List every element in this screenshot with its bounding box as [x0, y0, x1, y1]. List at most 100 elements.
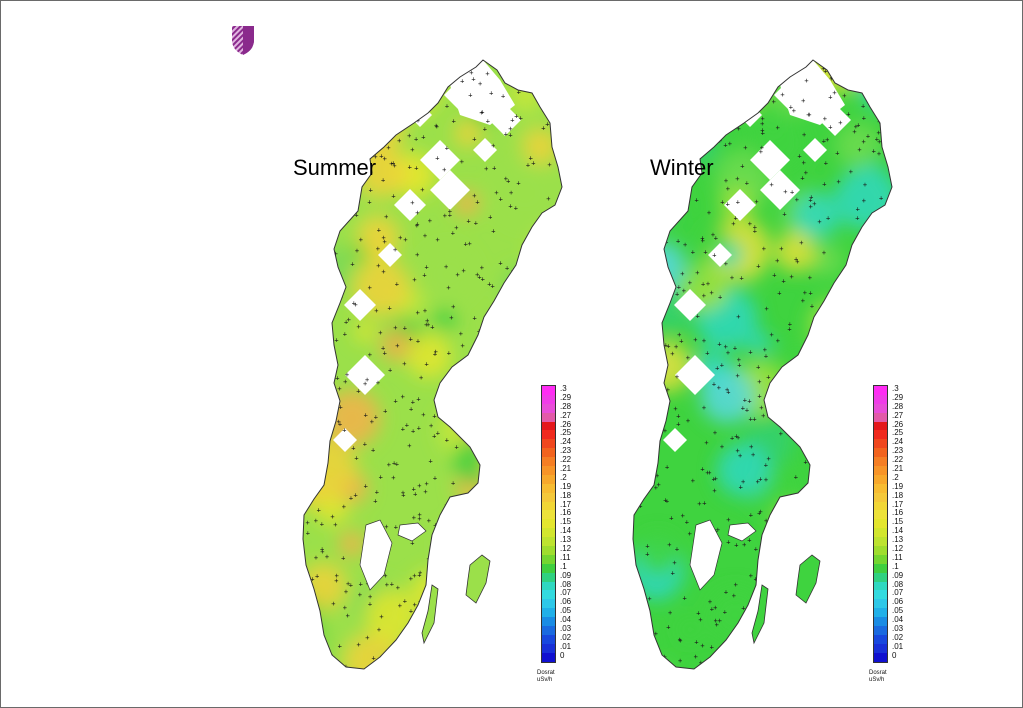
station-marker: +	[638, 503, 642, 511]
station-marker: +	[741, 604, 745, 612]
legend-swatch	[874, 519, 887, 529]
station-marker: +	[313, 458, 317, 466]
station-marker: +	[646, 448, 650, 456]
station-marker: +	[816, 615, 820, 623]
station-marker: +	[761, 412, 765, 420]
station-marker: +	[532, 653, 536, 661]
station-marker: +	[342, 503, 346, 511]
station-marker: +	[425, 317, 429, 325]
station-marker: +	[636, 359, 640, 367]
station-marker: +	[657, 481, 661, 489]
station-marker: +	[484, 165, 488, 173]
station-marker: +	[383, 155, 387, 163]
station-marker: +	[820, 379, 824, 387]
station-marker: +	[336, 208, 340, 216]
station-marker: +	[507, 568, 511, 576]
station-marker: +	[756, 656, 760, 664]
station-marker: +	[376, 379, 380, 387]
station-marker: +	[451, 230, 455, 238]
station-marker: +	[505, 264, 509, 272]
station-marker: +	[813, 456, 817, 464]
station-marker: +	[368, 284, 372, 292]
station-marker: +	[339, 278, 343, 286]
legend-swatch	[542, 394, 555, 404]
station-marker: +	[809, 290, 813, 298]
station-marker: +	[740, 93, 744, 101]
station-marker: +	[737, 657, 741, 665]
station-marker: +	[479, 399, 483, 407]
station-marker: +	[338, 643, 342, 651]
station-marker: +	[432, 666, 436, 674]
station-marker: +	[867, 571, 871, 579]
station-marker: +	[449, 314, 453, 322]
station-marker: +	[489, 90, 493, 98]
station-marker: +	[518, 266, 522, 274]
station-marker: +	[802, 131, 806, 139]
station-marker: +	[856, 121, 860, 129]
station-marker: +	[743, 396, 747, 404]
station-marker: +	[423, 232, 427, 240]
station-marker: +	[824, 412, 828, 420]
station-marker: +	[332, 77, 336, 85]
station-marker: +	[340, 71, 344, 79]
station-marker: +	[835, 149, 839, 157]
station-marker: +	[417, 424, 421, 432]
station-marker: +	[329, 136, 333, 144]
legend-swatch	[542, 643, 555, 653]
station-marker: +	[734, 433, 738, 441]
station-marker: +	[491, 228, 495, 236]
station-marker: +	[395, 342, 399, 350]
station-marker: +	[456, 271, 460, 279]
station-marker: +	[847, 264, 851, 272]
station-marker: +	[452, 525, 456, 533]
station-marker: +	[860, 469, 864, 477]
station-marker: +	[707, 209, 711, 217]
station-marker: +	[427, 59, 431, 67]
station-marker: +	[381, 176, 385, 184]
station-marker: +	[828, 343, 832, 351]
station-marker: +	[698, 616, 702, 624]
station-marker: +	[806, 111, 810, 119]
station-marker: +	[741, 478, 745, 486]
station-marker: +	[552, 259, 556, 267]
station-marker: +	[325, 553, 329, 561]
legend-tick-label: .23	[892, 446, 904, 456]
legend-swatch	[542, 554, 555, 564]
station-marker: +	[680, 270, 684, 278]
station-marker: +	[712, 252, 716, 260]
station-marker: +	[866, 132, 870, 140]
legend-swatch	[542, 590, 555, 600]
station-marker: +	[822, 181, 826, 189]
station-marker: +	[884, 261, 888, 269]
station-marker: +	[497, 60, 501, 68]
station-marker: +	[413, 490, 417, 498]
station-marker: +	[668, 110, 672, 118]
station-marker: +	[749, 443, 753, 451]
station-marker: +	[409, 608, 413, 616]
station-marker: +	[429, 458, 433, 466]
station-marker: +	[440, 651, 444, 659]
station-marker: +	[506, 613, 510, 621]
station-marker: +	[714, 617, 718, 625]
station-marker: +	[641, 462, 645, 470]
station-marker: +	[790, 499, 794, 507]
station-marker: +	[407, 132, 411, 140]
legend-tick-label: .18	[892, 490, 904, 500]
station-marker: +	[768, 661, 772, 669]
station-marker: +	[330, 355, 334, 363]
station-marker: +	[654, 630, 658, 638]
station-marker: +	[434, 122, 438, 130]
station-marker: +	[311, 303, 315, 311]
station-marker: +	[688, 279, 692, 287]
station-marker: +	[707, 469, 711, 477]
station-marker: +	[758, 475, 762, 483]
legend-swatch	[874, 510, 887, 520]
station-marker: +	[370, 418, 374, 426]
station-marker: +	[797, 153, 801, 161]
station-marker: +	[673, 74, 677, 82]
station-marker: +	[383, 238, 387, 246]
station-marker: +	[733, 345, 737, 353]
station-marker: +	[410, 146, 414, 154]
station-marker: +	[315, 572, 319, 580]
station-marker: +	[708, 598, 712, 606]
